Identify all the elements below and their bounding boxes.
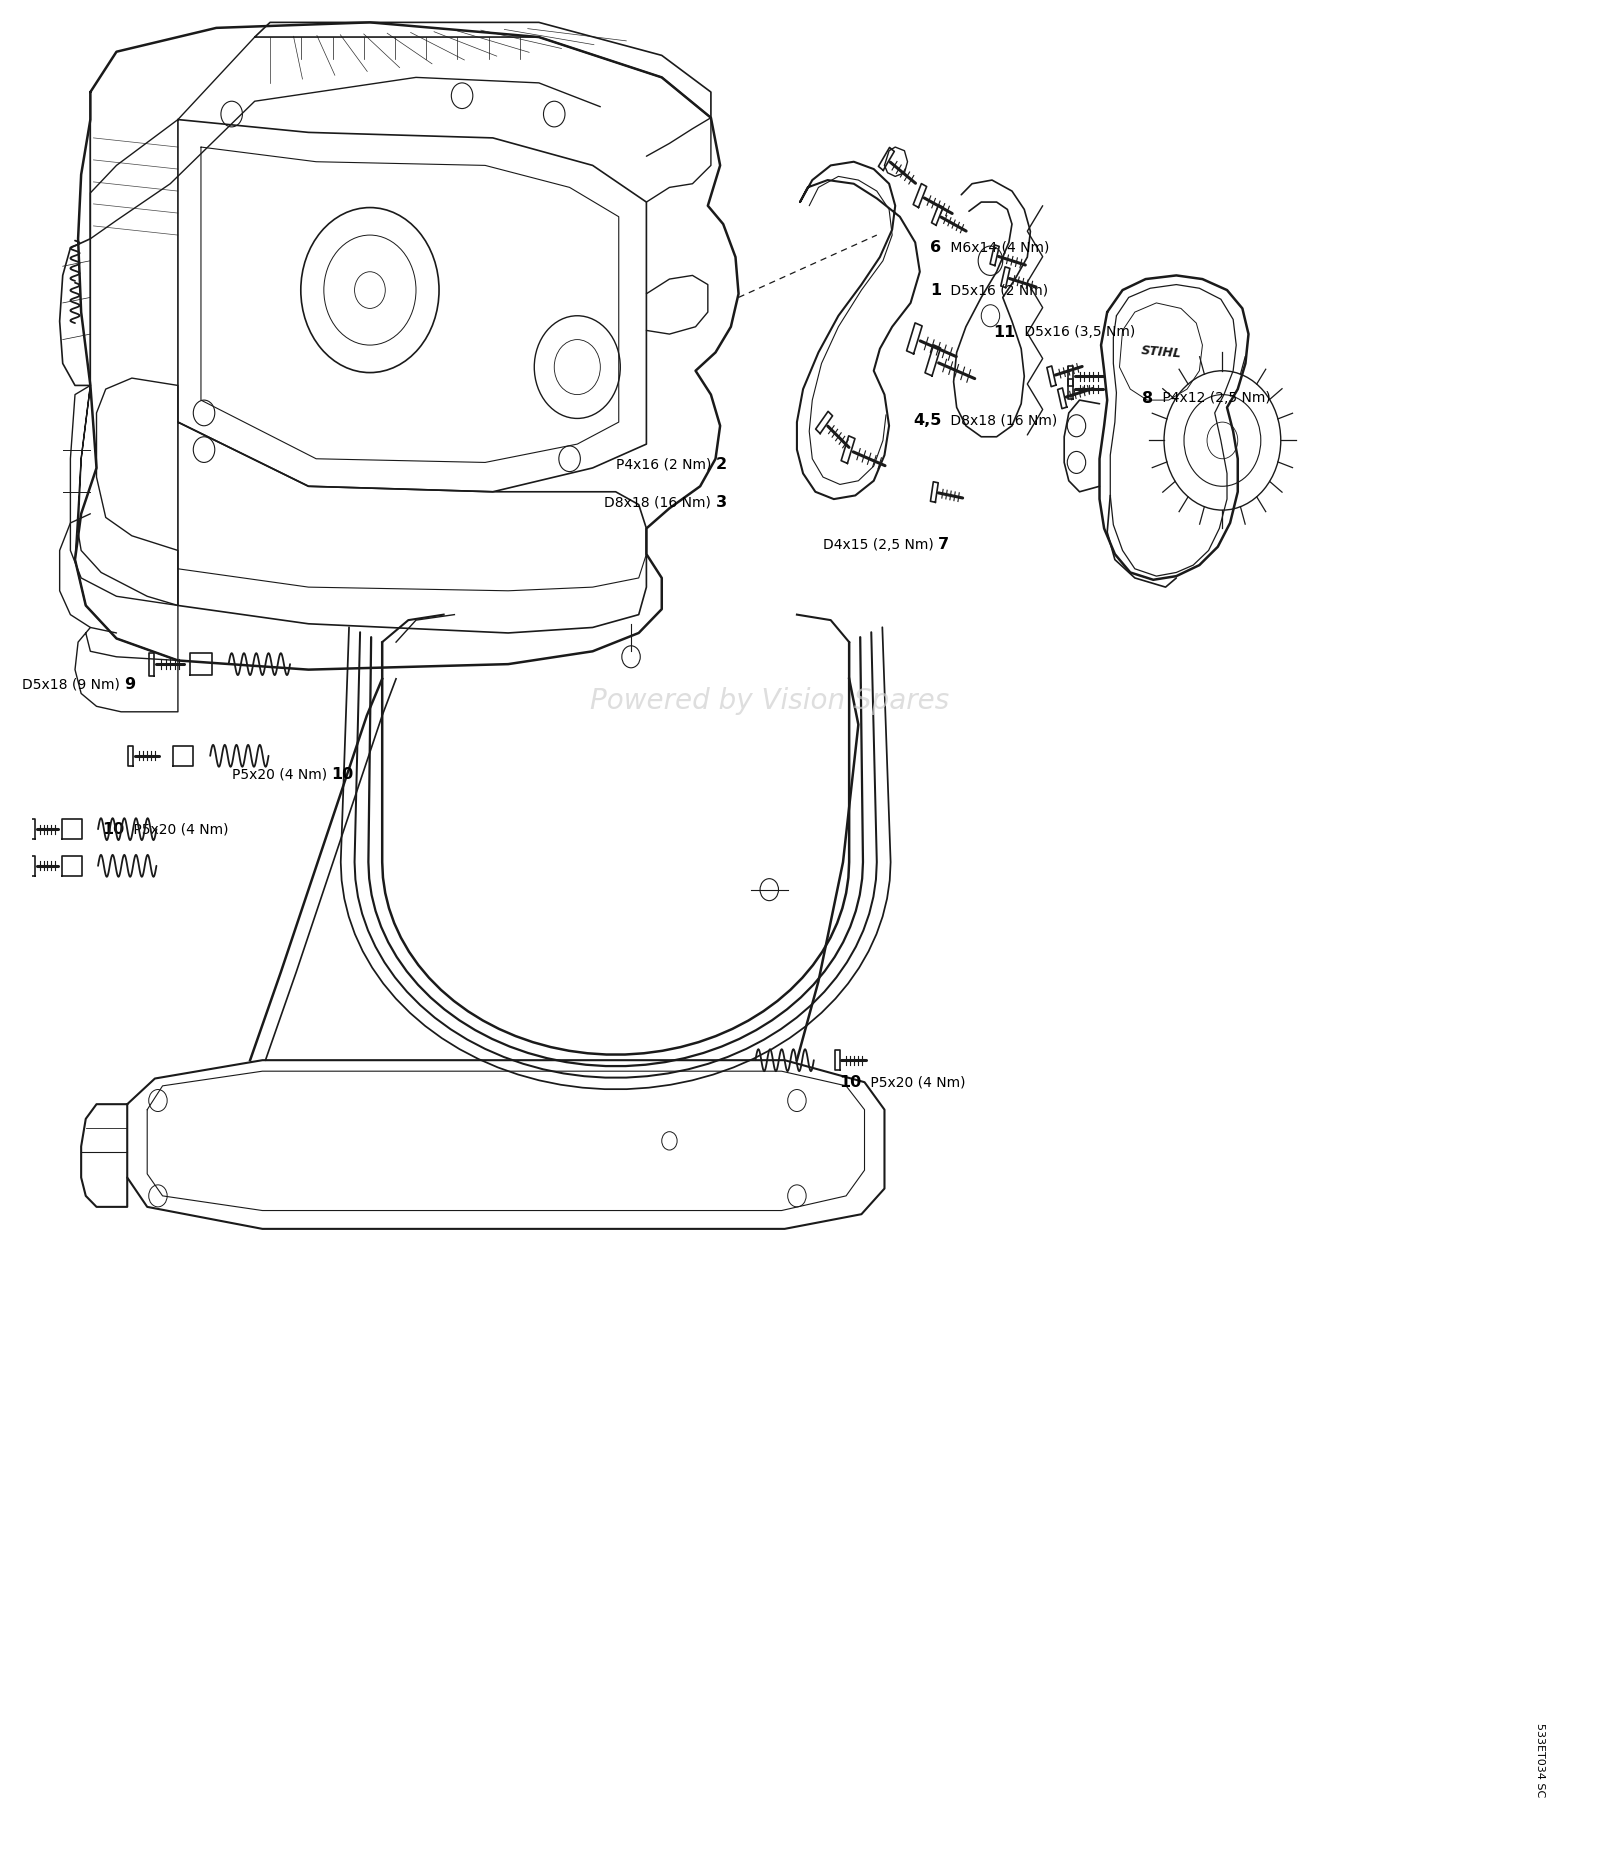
Text: D5x16 (2 Nm): D5x16 (2 Nm) xyxy=(946,283,1048,297)
Text: Powered by Vision Spares: Powered by Vision Spares xyxy=(590,687,949,715)
Text: 533ET034 SC: 533ET034 SC xyxy=(1536,1723,1546,1798)
Text: D8x18 (16 Nm): D8x18 (16 Nm) xyxy=(946,413,1058,427)
Text: STIHL: STIHL xyxy=(1141,344,1182,361)
Text: 9: 9 xyxy=(125,677,136,692)
Text: 6: 6 xyxy=(930,239,941,256)
Text: P5x20 (4 Nm): P5x20 (4 Nm) xyxy=(128,821,229,836)
Text: 3: 3 xyxy=(715,496,726,511)
Text: 2: 2 xyxy=(715,457,726,471)
Text: 10: 10 xyxy=(838,1074,861,1089)
Text: P5x20 (4 Nm): P5x20 (4 Nm) xyxy=(232,767,331,782)
Text: 4,5: 4,5 xyxy=(914,413,941,428)
Text: D8x18 (16 Nm): D8x18 (16 Nm) xyxy=(605,496,715,509)
Text: 10: 10 xyxy=(331,767,354,782)
Text: P5x20 (4 Nm): P5x20 (4 Nm) xyxy=(866,1076,965,1089)
Text: P4x12 (2,5 Nm): P4x12 (2,5 Nm) xyxy=(1158,391,1270,406)
Text: D5x18 (9 Nm): D5x18 (9 Nm) xyxy=(22,677,125,690)
Text: P4x16 (2 Nm): P4x16 (2 Nm) xyxy=(616,457,715,471)
Text: 1: 1 xyxy=(930,283,941,297)
Text: M6x14 (4 Nm): M6x14 (4 Nm) xyxy=(946,241,1050,254)
Text: D5x16 (3,5 Nm): D5x16 (3,5 Nm) xyxy=(1019,326,1134,339)
Text: 8: 8 xyxy=(1142,391,1154,406)
Text: 11: 11 xyxy=(992,326,1014,341)
Text: D4x15 (2,5 Nm): D4x15 (2,5 Nm) xyxy=(822,539,938,552)
Text: 7: 7 xyxy=(938,537,949,552)
Text: 10: 10 xyxy=(102,821,125,836)
